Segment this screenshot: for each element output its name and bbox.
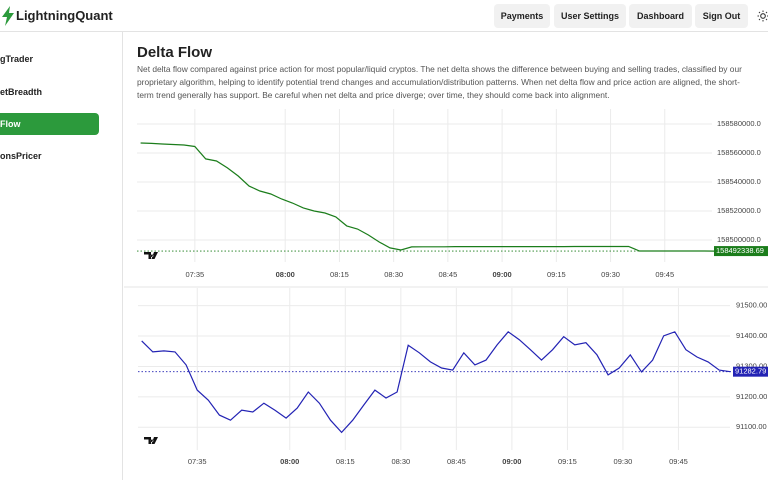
- nav-button[interactable]: Payments: [494, 4, 550, 28]
- x-tick-label: 09:45: [669, 457, 688, 466]
- nav-button[interactable]: Sign Out: [695, 4, 748, 28]
- x-tick-label: 08:30: [391, 457, 410, 466]
- theme-toggle[interactable]: [757, 10, 768, 22]
- tv-logo: [144, 252, 158, 259]
- header: LightningQuant Payments User Settings Da…: [0, 0, 768, 32]
- nav-button[interactable]: Dashboard: [629, 4, 692, 28]
- x-tick-label: 07:35: [188, 457, 207, 466]
- y-tick-label: 91100.00: [736, 422, 767, 431]
- x-tick-label: 09:30: [614, 457, 633, 466]
- x-tick-label: 09:00: [502, 457, 521, 466]
- page-title: Delta Flow: [137, 44, 213, 61]
- sidebar-item[interactable]: etBreadth: [0, 87, 43, 97]
- x-tick-label: 09:15: [558, 457, 577, 466]
- sidebar: gTrader etBreadth Flow onsPricer: [0, 32, 123, 480]
- x-tick-label: 08:45: [438, 270, 457, 279]
- data-line: [141, 330, 731, 434]
- x-tick-label: 09:45: [655, 270, 674, 279]
- y-tick-label: 158540000.0: [717, 177, 761, 186]
- y-tick-label: 158500000.0: [717, 235, 761, 244]
- x-tick-label: 07:35: [185, 270, 204, 279]
- data-line: [140, 142, 716, 252]
- last-price-label: 91282.79: [735, 367, 766, 376]
- last-price-tag: [733, 366, 768, 377]
- brand: LightningQuant: [16, 8, 113, 23]
- y-tick-label: 158520000.0: [717, 206, 761, 215]
- y-tick-label: 91300.00: [736, 361, 767, 370]
- x-tick-label: 08:30: [384, 270, 403, 279]
- x-tick-label: 08:45: [447, 457, 466, 466]
- x-tick-label: 09:30: [601, 270, 620, 279]
- nav-button[interactable]: User Settings: [554, 4, 626, 28]
- y-tick-label: 158580000.0: [717, 119, 761, 128]
- y-tick-label: 91200.00: [736, 392, 767, 401]
- sidebar-item[interactable]: Flow: [0, 113, 99, 135]
- x-tick-label: 09:15: [547, 270, 566, 279]
- x-tick-label: 09:00: [493, 270, 512, 279]
- brand-logo: [2, 6, 14, 26]
- y-tick-label: 91500.00: [736, 301, 767, 310]
- y-tick-label: 91400.00: [736, 331, 767, 340]
- last-price-label: 158492338.69: [716, 246, 764, 255]
- x-tick-label: 08:15: [330, 270, 349, 279]
- x-tick-label: 08:00: [280, 457, 299, 466]
- page-description: Net delta flow compared against price ac…: [137, 64, 742, 100]
- last-price-tag: [714, 246, 768, 257]
- sidebar-item[interactable]: onsPricer: [0, 151, 42, 161]
- x-tick-label: 08:00: [276, 270, 295, 279]
- y-tick-label: 158560000.0: [717, 148, 761, 157]
- x-tick-label: 08:15: [336, 457, 355, 466]
- tv-logo: [144, 437, 158, 444]
- sidebar-item[interactable]: gTrader: [0, 54, 34, 64]
